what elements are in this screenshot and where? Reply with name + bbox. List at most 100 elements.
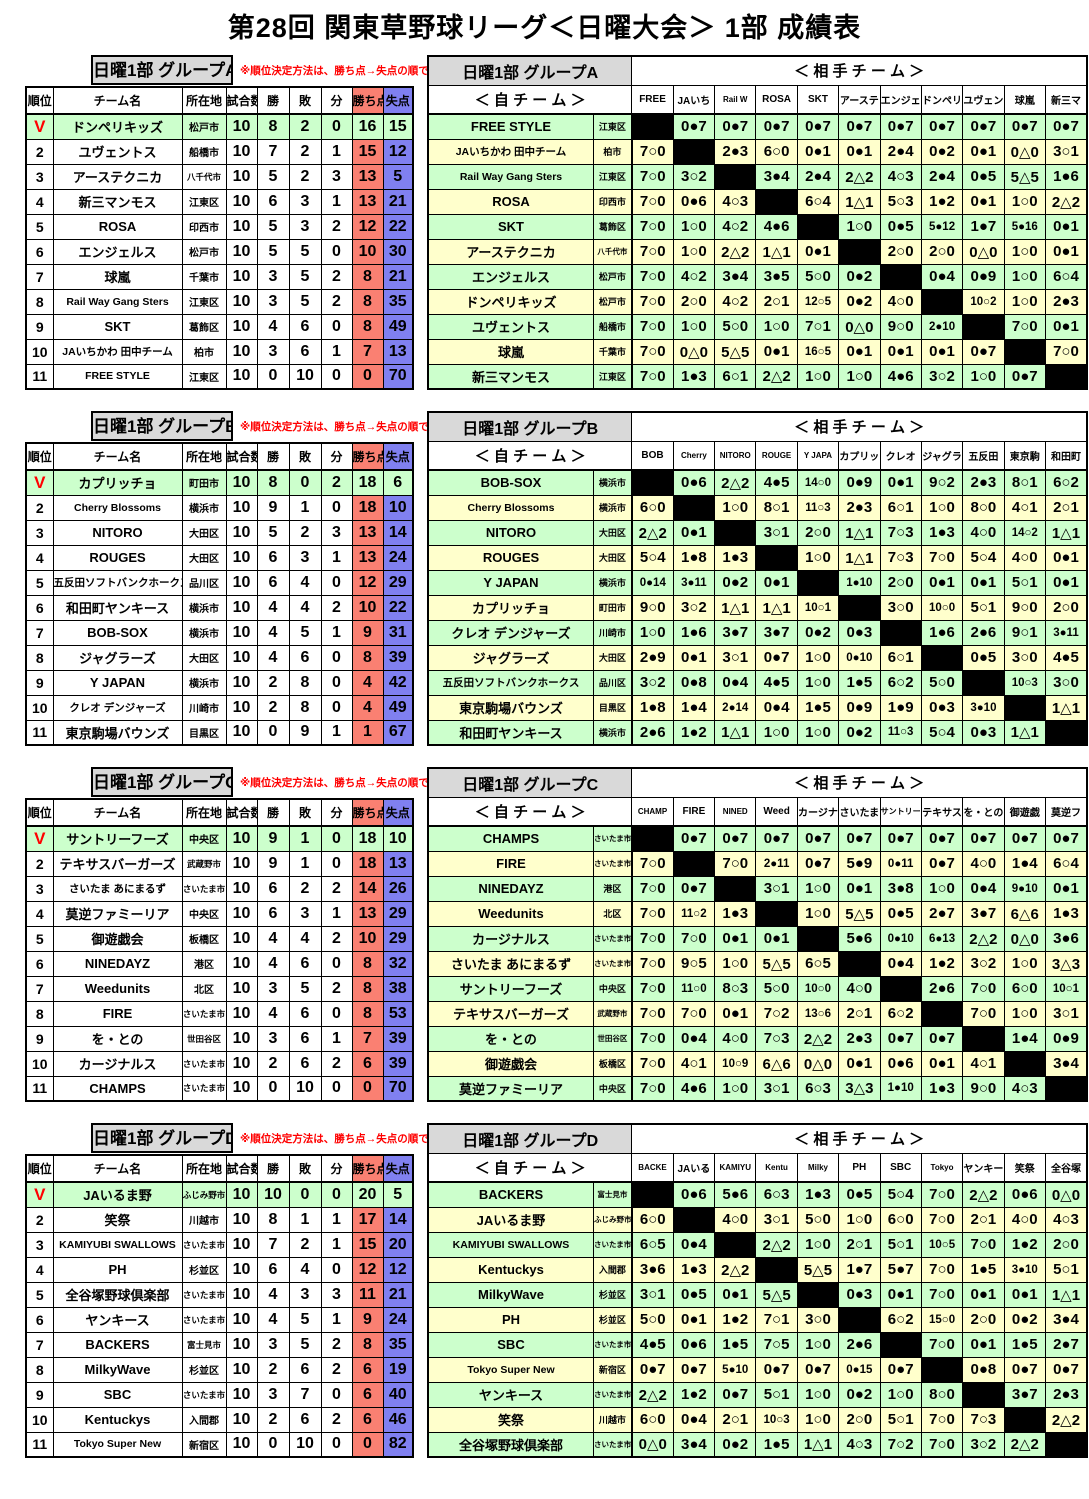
draws-cell: 2 bbox=[320, 594, 353, 621]
draws-cell: 0 bbox=[320, 825, 353, 852]
location-cell: 横浜市 bbox=[181, 619, 227, 646]
standings-table: 順位チーム名所在地試合数勝敗分勝ち点失点Vサントリーフーズ中央区10910181… bbox=[25, 798, 414, 1102]
self-match-cell bbox=[631, 469, 674, 496]
result-cell: 3●4 bbox=[714, 263, 757, 290]
team-name-cell: 和田町ヤンキース bbox=[52, 594, 183, 621]
team-name-cell: MilkyWave bbox=[52, 1356, 183, 1383]
result-cell: 3●7 bbox=[1003, 1381, 1046, 1408]
result-cell: 5○4 bbox=[962, 544, 1005, 571]
standings-row: 6 エンジェルス 松戸市 10 5 5 0 10 30 bbox=[25, 238, 414, 265]
standings-row: 5 全谷塚野球倶楽部 さいたま市 10 4 3 3 11 21 bbox=[25, 1281, 414, 1308]
matrix-row: SBC さいたま市 4●5 0●6 1●5 7○5 1○0 2●6 7○0 0●1 1●5 2●7 bbox=[427, 1331, 1088, 1358]
result-cell: 10○3 bbox=[755, 1406, 798, 1433]
result-cell: 1△1 bbox=[796, 1431, 840, 1458]
result-cell: 5○3 bbox=[879, 188, 922, 215]
draws-cell: 0 bbox=[320, 950, 353, 977]
matrix-row: テキサスバーガーズ 武蔵野市 7○0 7○0 0●1 7○2 13○6 2○1 6○2 7○0 1○… bbox=[427, 1000, 1088, 1027]
result-cell: 1●3 bbox=[920, 519, 964, 546]
rank-cell: 8 bbox=[25, 644, 54, 671]
self-match-cell bbox=[714, 163, 757, 190]
matrix-row: 全谷塚野球倶楽部 さいたま市 0△0 3●4 0●2 1●5 1△1 4○3 7○2 7○0 3○2… bbox=[427, 1431, 1088, 1458]
result-cell: 0●1 bbox=[962, 1331, 1005, 1358]
result-cell: 1○0 bbox=[714, 494, 757, 521]
points-cell: 8 bbox=[351, 313, 384, 340]
opponent-column-header: JAいち bbox=[672, 84, 716, 115]
column-header: 失点 bbox=[382, 442, 414, 471]
matrix-row: FIRE さいたま市 7○0 7○0 2●11 0●7 5●9 0●11 0●7 4○0 1●4 6○… bbox=[427, 850, 1088, 877]
result-cell: 6○4 bbox=[796, 188, 840, 215]
result-cell: 1●4 bbox=[672, 694, 716, 721]
column-header: 分 bbox=[320, 86, 353, 115]
games-cell: 10 bbox=[225, 313, 258, 340]
self-match-cell bbox=[796, 1281, 840, 1308]
result-cell: 7○0 bbox=[631, 313, 674, 340]
opponent-column-header: エンジェ bbox=[879, 84, 922, 115]
result-cell: 13○6 bbox=[796, 1000, 840, 1027]
runs-against-cell: 67 bbox=[382, 719, 414, 746]
group-title: 日曜1部 グループB bbox=[91, 411, 233, 441]
losses-cell: 2 bbox=[288, 1231, 322, 1258]
standings-row: 7 Weedunits 北区 10 3 5 2 8 38 bbox=[25, 975, 414, 1002]
result-cell: 4○3 bbox=[879, 163, 922, 190]
column-header: 分 bbox=[320, 798, 353, 827]
rank-cell: 4 bbox=[25, 544, 54, 571]
self-match-cell bbox=[879, 263, 922, 290]
matrix-row: 和田町ヤンキース 横浜市 2●6 1●2 1△1 1○0 1○0 0●2 11○3 5○4 0●3 1… bbox=[427, 719, 1088, 746]
result-cell: 0●2 bbox=[714, 569, 757, 596]
result-cell: 0●1 bbox=[672, 644, 716, 671]
matrix-location-cell: さいたま市 bbox=[592, 950, 633, 977]
matrix-row: ジャグラーズ 大田区 2●9 0●1 3○1 0●7 1○0 0●10 6○1 0●5 3○0 4●5 bbox=[427, 644, 1088, 671]
runs-against-cell: 14 bbox=[382, 1206, 414, 1233]
result-cell: 4○0 bbox=[962, 519, 1005, 546]
result-cell: 2△2 bbox=[1003, 1431, 1046, 1458]
location-cell: 世田谷区 bbox=[181, 1025, 227, 1052]
result-cell: 1●5 bbox=[838, 669, 881, 696]
points-cell: 18 bbox=[351, 825, 384, 852]
result-cell: 0●5 bbox=[838, 1181, 881, 1208]
matrix-location-cell: 千葉市 bbox=[592, 338, 633, 365]
result-cell: 6○1 bbox=[879, 494, 922, 521]
games-cell: 10 bbox=[225, 1281, 258, 1308]
standings-block: 日曜1部 グループB ※順位決定方法は、勝ち点→失点の順です 順位 チーム名 所在地 試合… bbox=[25, 411, 439, 746]
games-cell: 10 bbox=[225, 1256, 258, 1283]
result-cell: 7○0 bbox=[631, 288, 674, 315]
losses-cell: 6 bbox=[288, 1000, 322, 1027]
result-cell: 9○0 bbox=[962, 1075, 1005, 1102]
standings-row: 8 Rail Way Gang Sters 江東区 10 3 5 2 8 35 bbox=[25, 288, 414, 315]
result-cell: 2●6 bbox=[838, 1331, 881, 1358]
result-cell: 1●3 bbox=[920, 1075, 964, 1102]
standings-header-row: 順位チーム名所在地試合数勝敗分勝ち点失点 bbox=[25, 798, 414, 827]
team-name-cell: エンジェルス bbox=[52, 238, 183, 265]
result-cell: 3○1 bbox=[631, 1281, 674, 1308]
result-cell: 7○0 bbox=[920, 1406, 964, 1433]
result-cell: 0●1 bbox=[672, 1306, 716, 1333]
location-cell: さいたま市 bbox=[181, 1231, 227, 1258]
result-cell: 0●7 bbox=[838, 825, 881, 852]
result-cell: 10○3 bbox=[1003, 669, 1046, 696]
result-cell: 2●3 bbox=[1044, 1381, 1088, 1408]
games-cell: 10 bbox=[225, 950, 258, 977]
team-name-cell: Weedunits bbox=[52, 975, 183, 1002]
result-cell: 3○2 bbox=[962, 1431, 1005, 1458]
runs-against-cell: 30 bbox=[382, 238, 414, 265]
result-cell: 7○0 bbox=[962, 1000, 1005, 1027]
wins-cell: 2 bbox=[256, 1406, 290, 1433]
result-cell: 0●7 bbox=[920, 113, 964, 140]
self-match-cell bbox=[838, 1306, 881, 1333]
matrix-team-cell: Rail Way Gang Sters bbox=[427, 163, 594, 190]
location-cell: さいたま市 bbox=[181, 1306, 227, 1333]
result-cell: 7○3 bbox=[879, 544, 922, 571]
result-cell: 0●7 bbox=[755, 644, 798, 671]
draws-cell: 0 bbox=[320, 113, 353, 140]
standings-row: 10 クレオ デンジャーズ 川崎市 10 2 8 0 4 49 bbox=[25, 694, 414, 721]
opponent-column-header: を・との bbox=[962, 796, 1005, 827]
result-cell: 9○0 bbox=[879, 313, 922, 340]
result-cell: 2△2 bbox=[714, 238, 757, 265]
opponent-column-header: SBC bbox=[879, 1152, 922, 1183]
location-cell: さいたま市 bbox=[181, 1381, 227, 1408]
result-cell: 0●7 bbox=[962, 113, 1005, 140]
result-cell: 10○9 bbox=[714, 1050, 757, 1077]
matrix-row: CHAMPS さいたま市 0●7 0●7 0●7 0●7 0●7 0●7 0●7 0●7 0●7 0●… bbox=[427, 825, 1088, 852]
result-cell: 10○1 bbox=[796, 594, 840, 621]
self-match-cell bbox=[672, 138, 716, 165]
